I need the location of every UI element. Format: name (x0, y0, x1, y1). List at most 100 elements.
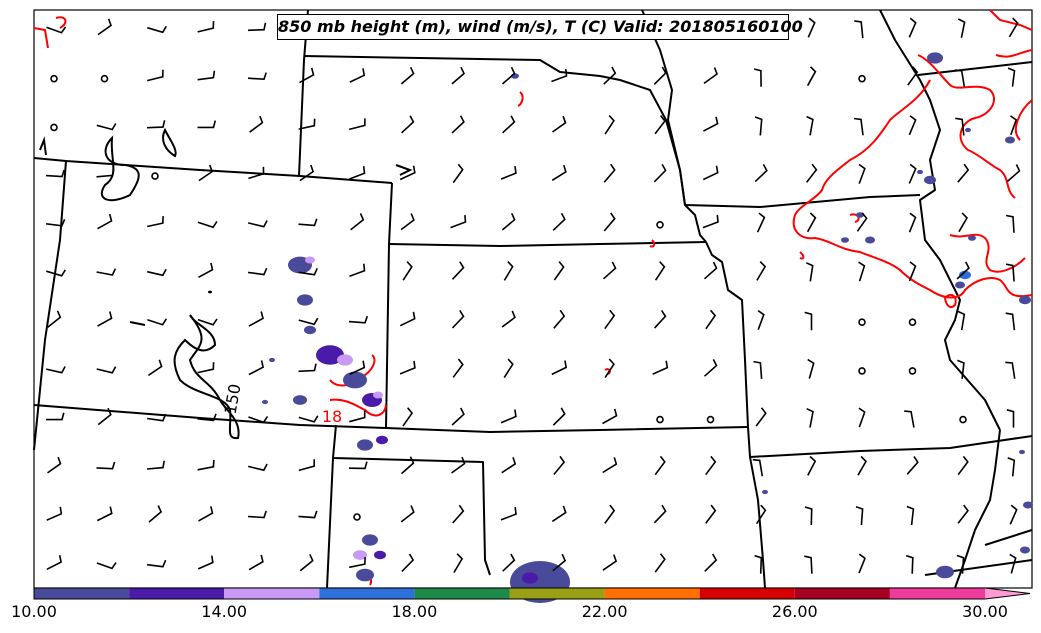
wind-barb (703, 116, 719, 132)
wind-barb (46, 269, 66, 277)
wind-barb (552, 212, 566, 231)
wind-barb (46, 412, 65, 421)
calm-wind-marker (858, 367, 866, 375)
wind-barb (400, 213, 415, 231)
colorbar-tick-label: 22.00 (581, 602, 628, 621)
wind-barb (500, 507, 517, 521)
wind-barb (754, 554, 763, 574)
wind-barb (602, 457, 618, 474)
wind-barb (753, 68, 762, 87)
wind-barb (97, 407, 112, 426)
wind-barb (654, 261, 666, 281)
wind-barb (503, 261, 514, 281)
wind-barb (197, 220, 218, 229)
wind-barb (96, 506, 113, 522)
wind-barb (247, 510, 267, 519)
shaded-region (343, 371, 367, 389)
calm-wind-marker (908, 367, 917, 375)
colorbar-tick-label: 26.00 (771, 602, 818, 621)
wind-barb (451, 66, 465, 85)
wind-barb (805, 163, 818, 183)
wind-barb (954, 69, 966, 87)
wind-barb (858, 163, 866, 184)
calm-wind-marker (50, 74, 58, 83)
wind-barb (96, 461, 116, 470)
wind-barb (247, 72, 267, 81)
wind-barb (197, 318, 218, 326)
shaded-region (955, 281, 965, 289)
wind-barb (551, 68, 568, 83)
wind-barb (45, 218, 66, 227)
wind-barb (1007, 67, 1016, 87)
wind-barb (402, 407, 414, 427)
wind-barb (502, 553, 516, 572)
shaded-region (357, 439, 373, 451)
colorbar-tick-label: 18.00 (391, 602, 438, 621)
wind-barb (400, 456, 415, 475)
shaded-region (1005, 136, 1015, 144)
wind-barb (501, 66, 516, 85)
wind-barb (146, 413, 167, 422)
calm-wind-marker (706, 415, 715, 424)
wind-barb (1005, 214, 1015, 233)
colorbar-tick-label: 30.00 (962, 602, 1008, 621)
wind-barb (754, 116, 763, 136)
wind-barb (349, 166, 366, 180)
calm-wind-markers (50, 74, 967, 521)
wind-barb (905, 554, 914, 574)
wind-barb (904, 410, 915, 428)
wind-barb (96, 268, 117, 276)
wind-barb (1009, 553, 1017, 574)
wind-barb (451, 456, 466, 474)
wind-barb (400, 66, 415, 85)
wind-barb (197, 120, 217, 129)
wind-barb (451, 407, 465, 426)
wind-barb (1005, 263, 1015, 282)
wind-barb (854, 20, 864, 39)
wind-barb (249, 115, 264, 133)
calm-wind-marker (353, 513, 361, 521)
wind-barb (349, 360, 366, 376)
wind-barb (705, 309, 717, 330)
colorbar-bin-10 (985, 588, 1030, 599)
wind-barb (551, 505, 567, 523)
wind-barb (956, 554, 965, 574)
wind-barb (47, 456, 62, 474)
wind-barb (197, 459, 215, 471)
shaded-region (865, 236, 875, 244)
wind-barb (955, 117, 965, 136)
wind-barb (804, 506, 813, 526)
wind-barb (402, 261, 413, 281)
wind-barb (96, 123, 117, 131)
wind-barb (1005, 361, 1016, 379)
wind-barb (602, 408, 618, 425)
wind-barb (908, 17, 917, 38)
shaded-region (762, 489, 768, 495)
wind-barb (756, 261, 767, 281)
calm-wind-marker (656, 221, 664, 229)
wind-barb (451, 115, 465, 134)
wind-barb (97, 18, 112, 36)
shaded-region (297, 294, 313, 306)
colorbar-bin-9 (889, 588, 985, 599)
wind-barb (401, 115, 415, 134)
wind-barb (47, 310, 62, 328)
wind-barb (653, 504, 667, 524)
wind-barb (247, 267, 268, 276)
wind-barb (248, 415, 269, 424)
colorbar-bin-7 (699, 588, 795, 599)
wind-barb (46, 555, 63, 571)
shaded-region (965, 127, 971, 133)
wind-barb (654, 309, 667, 329)
wind-barb (552, 115, 567, 133)
wind-barb (501, 310, 516, 328)
wind-barb (807, 17, 816, 38)
wind-barb (704, 553, 718, 572)
wind-barb (1009, 504, 1018, 525)
wind-barb (957, 504, 969, 524)
wind-barb (958, 212, 968, 233)
shaded-region (316, 345, 344, 365)
wind-barb (399, 165, 416, 181)
wind-barb (1010, 115, 1018, 136)
